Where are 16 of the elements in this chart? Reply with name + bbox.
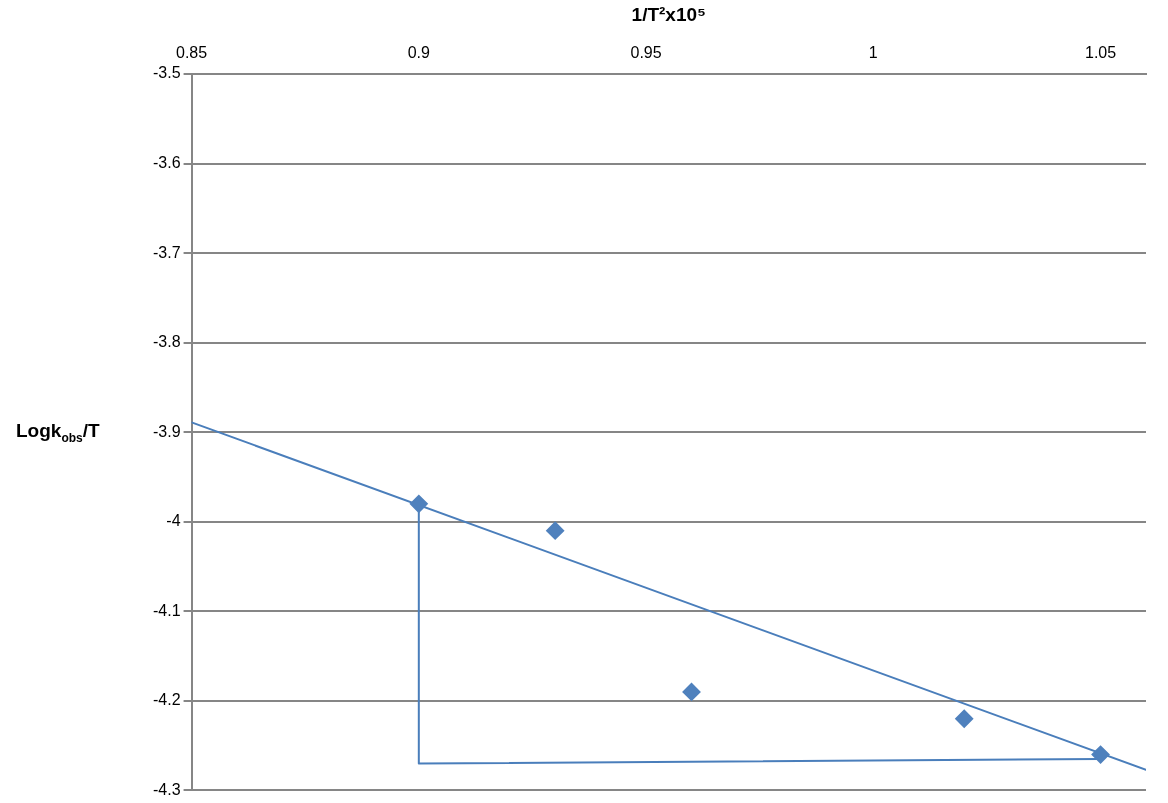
y-axis-title: Logk$_{obs}$/T xyxy=(16,419,100,445)
x-tick-label: 0.95 xyxy=(630,43,662,61)
x-tick-label: 1.05 xyxy=(1084,43,1117,61)
x-tick-label: 0.9 xyxy=(407,43,431,61)
y-tick-label: -3.5 xyxy=(152,64,181,82)
y-tick-label: -4 xyxy=(166,512,181,530)
y-tick-label: -4.3 xyxy=(152,780,181,798)
x-tick-label: 0.85 xyxy=(176,43,208,61)
y-tick-label: -3.9 xyxy=(152,422,181,440)
x-tick-label: 1 xyxy=(868,43,878,61)
x-axis-title: 1/T²x10⁵ xyxy=(631,3,706,25)
y-tick-label: -3.7 xyxy=(152,243,181,261)
y-tick-label: -4.1 xyxy=(152,601,181,619)
y-tick-label: -3.8 xyxy=(152,333,181,351)
y-tick-label: -4.2 xyxy=(152,691,181,709)
y-tick-label: -3.6 xyxy=(152,153,181,171)
